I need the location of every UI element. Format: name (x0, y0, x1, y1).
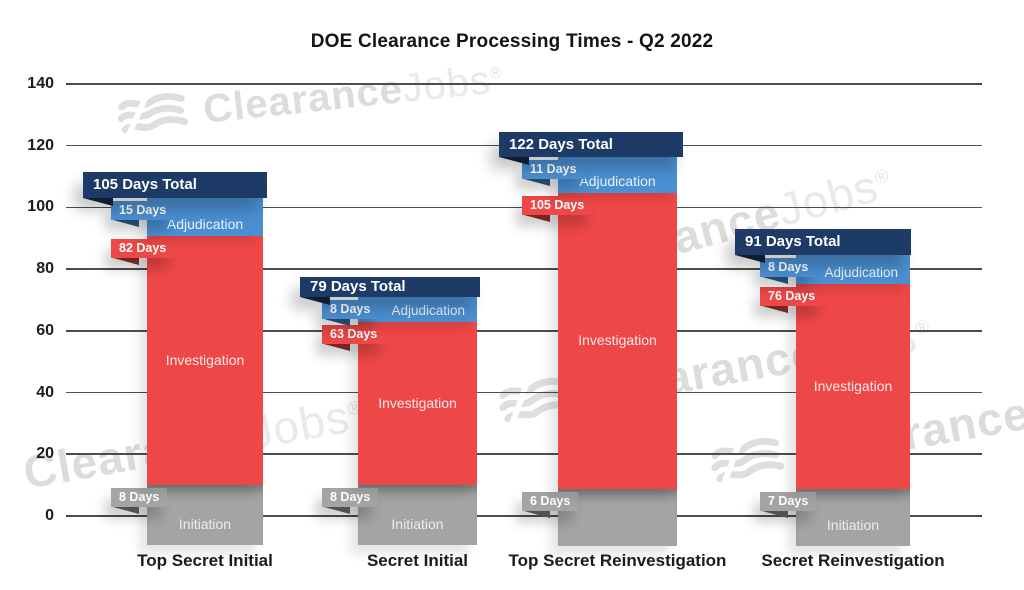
segment-days-tab: 8 Days (322, 300, 379, 319)
segment-name-label: Adjudication (166, 216, 244, 232)
segment-days-tab: 105 Days (522, 196, 593, 215)
segment-name-label: Adjudication (579, 173, 656, 189)
segment-adjudication: 8 Days Adjudication (322, 297, 477, 322)
y-tick-label: 80 (36, 260, 54, 278)
segment-investigation: 63 Days Investigation (322, 322, 477, 485)
segment-days-tab: 8 Days (322, 488, 379, 507)
segment-initiation: 8 Days Initiation (322, 485, 477, 545)
segment-investigation: 105 Days Investigation (522, 193, 677, 489)
y-tick-label: 120 (27, 136, 54, 154)
segment-days-tab: 11 Days (522, 160, 585, 179)
segment-adjudication: 11 Days Adjudication (522, 157, 677, 193)
segment-adjudication: 8 Days Adjudication (760, 255, 910, 284)
segment-name-label: Adjudication (391, 303, 465, 318)
segment-days-tab: 6 Days (522, 492, 579, 511)
total-days-banner: 105 Days Total (83, 172, 267, 198)
y-tick-label: 0 (45, 507, 54, 524)
segment-name-label: Investigation (378, 394, 457, 411)
segment-initiation: 8 Days Initiation (111, 485, 263, 545)
category-label: Secret Initial (366, 551, 469, 570)
segment-name-label: Investigation (813, 377, 893, 394)
clearancejobs-wave-icon (491, 372, 580, 432)
clearancejobs-wave-icon (116, 89, 190, 142)
segment-days-tab: 7 Days (760, 492, 817, 511)
watermark: ClearanceJobs® (490, 306, 935, 436)
segment-adjudication: 15 Days Adjudication (111, 198, 263, 236)
grid-line (66, 330, 982, 332)
grid-line (66, 268, 982, 270)
registered-mark: ® (489, 63, 504, 82)
segment-days-tab: 8 Days (111, 488, 168, 507)
category-label: Top Secret Initial (137, 551, 273, 570)
category-label: Top Secret Reinvestigation (508, 551, 727, 570)
segment-days-tab: 8 Days (760, 258, 817, 277)
grid-line (66, 83, 982, 85)
segment-name-label: Initiation (391, 516, 444, 532)
segment-name-label: Investigation (165, 351, 245, 368)
segment-investigation: 76 Days Investigation (760, 284, 910, 489)
clearancejobs-wave-icon (703, 432, 792, 492)
chart-title: DOE Clearance Processing Times - Q2 2022 (310, 31, 714, 52)
y-tick-label: 140 (27, 74, 54, 92)
segment-days-tab: 76 Days (760, 287, 824, 306)
watermark-part2: Jobs (772, 159, 884, 236)
category-label: Secret Reinvestigation (761, 551, 945, 570)
y-tick-label: 60 (36, 321, 54, 339)
segment-name-label: Initiation (178, 516, 232, 532)
y-tick-label: 20 (36, 445, 54, 463)
grid-line (66, 453, 982, 456)
registered-mark: ® (913, 315, 932, 339)
y-tick-label: 100 (27, 198, 54, 216)
total-days-banner: 91 Days Total (735, 229, 911, 255)
segment-name-label: Investigation (578, 332, 657, 348)
grid-line (66, 515, 982, 517)
total-days-banner: 79 Days Total (300, 277, 480, 297)
segment-investigation: 82 Days Investigation (111, 236, 263, 485)
grid-line (66, 391, 982, 394)
y-tick-label: 40 (36, 383, 54, 401)
segment-initiation: 6 Days (522, 489, 677, 546)
segment-days-tab: 15 Days (111, 201, 175, 220)
segment-initiation: 7 Days Initiation (760, 489, 910, 546)
total-days-banner: 122 Days Total (499, 132, 683, 157)
watermark: ClearanceJobs® (116, 56, 506, 142)
segment-days-tab: 82 Days (111, 239, 175, 258)
watermark-part1: Clearance (201, 66, 405, 132)
watermark-brand-text: ClearanceJobs® (201, 56, 506, 132)
segment-name-label: Adjudication (824, 265, 898, 280)
segment-name-label: Initiation (826, 517, 880, 533)
segment-days-tab: 63 Days (322, 325, 386, 344)
